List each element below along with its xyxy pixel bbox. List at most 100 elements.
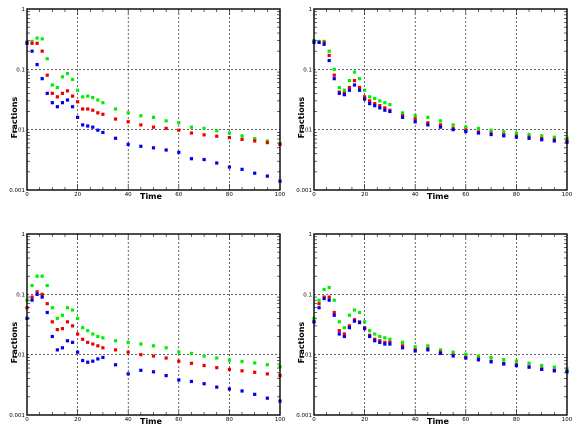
data-point — [30, 41, 34, 45]
data-point — [342, 326, 346, 330]
data-point — [413, 117, 417, 121]
data-point — [502, 362, 506, 366]
data-point — [151, 146, 156, 150]
data-point — [438, 125, 443, 129]
data-point — [30, 39, 34, 44]
plot-frame — [26, 233, 281, 416]
data-point — [65, 339, 70, 343]
data-point — [552, 139, 556, 143]
data-point — [347, 326, 352, 330]
x-tick-label: 100 — [275, 192, 286, 198]
data-point — [126, 340, 130, 344]
y-tick-label: 0.001 — [9, 188, 25, 194]
data-point — [342, 332, 346, 336]
x-tick-label: 80 — [513, 192, 520, 198]
y-axis-label: Fractions — [297, 322, 306, 364]
data-point — [40, 292, 44, 296]
data-point — [527, 361, 531, 365]
data-point — [337, 320, 341, 324]
data-point — [240, 167, 244, 171]
data-point — [438, 348, 443, 352]
data-point — [139, 114, 143, 118]
data-point — [347, 85, 352, 90]
data-point — [45, 91, 49, 95]
data-point — [347, 88, 352, 92]
data-point — [164, 373, 168, 378]
data-point — [164, 126, 168, 130]
data-point — [383, 336, 387, 340]
data-point — [527, 132, 531, 137]
y-tick-label: 0.01 — [13, 353, 25, 359]
data-point — [60, 313, 65, 317]
data-point — [227, 367, 231, 371]
data-point — [451, 354, 455, 358]
data-point — [55, 316, 59, 320]
data-point — [400, 111, 405, 115]
data-point — [332, 310, 336, 315]
series-2 — [25, 290, 282, 378]
data-point — [101, 112, 105, 116]
data-point — [347, 313, 352, 317]
y-tick-label: 1 — [22, 232, 26, 238]
data-point — [378, 334, 382, 339]
x-tick-label: 60 — [175, 192, 182, 198]
plot-frame — [26, 8, 281, 191]
data-point — [317, 302, 321, 306]
data-point — [113, 363, 118, 367]
y-axis-label: Fractions — [297, 97, 306, 139]
data-point — [81, 326, 85, 330]
data-point — [327, 298, 331, 302]
data-point — [227, 165, 231, 169]
data-point — [177, 350, 181, 354]
data-point — [65, 320, 70, 324]
data-point — [113, 117, 118, 121]
x-tick-label: 40 — [125, 417, 132, 423]
data-point — [352, 70, 357, 74]
data-point — [476, 354, 481, 358]
x-axis-label: Time — [427, 192, 450, 201]
data-point — [76, 100, 80, 104]
data-point — [86, 329, 90, 333]
y-tick-label: 0.1 — [16, 292, 25, 298]
data-point — [540, 367, 544, 371]
data-point — [91, 108, 95, 112]
y-tick-label: 1 — [22, 7, 26, 13]
data-point — [35, 290, 39, 294]
data-point — [327, 58, 331, 63]
x-tick-label: 60 — [462, 192, 469, 198]
data-point — [265, 141, 269, 145]
y-tick-label: 0.1 — [16, 67, 25, 73]
data-point — [400, 346, 405, 350]
data-point — [151, 115, 156, 119]
data-point — [388, 337, 392, 341]
data-point — [413, 345, 417, 349]
data-point — [86, 94, 90, 98]
data-point — [96, 111, 100, 115]
data-point — [70, 105, 75, 109]
y-tick-label: 0.001 — [9, 413, 25, 419]
data-point — [317, 298, 321, 302]
data-point — [227, 135, 231, 140]
series-3 — [25, 41, 282, 183]
data-point — [151, 344, 156, 348]
x-axis-label: Time — [427, 417, 450, 425]
data-point — [164, 356, 168, 360]
data-point — [352, 83, 357, 87]
data-point — [96, 344, 100, 348]
data-point — [327, 49, 331, 53]
data-point — [55, 348, 59, 352]
data-point — [373, 102, 377, 106]
data-point — [164, 148, 168, 152]
data-point — [126, 111, 130, 115]
data-point — [363, 97, 367, 101]
data-point — [91, 359, 95, 363]
data-point — [342, 334, 346, 339]
data-point — [76, 316, 80, 320]
data-point — [240, 389, 244, 393]
y-tick-label: 0.01 — [300, 353, 312, 359]
x-axis-label: Time — [140, 192, 163, 201]
data-point — [240, 134, 244, 138]
data-point — [202, 354, 206, 358]
data-point — [357, 88, 362, 92]
data-point — [378, 340, 382, 344]
